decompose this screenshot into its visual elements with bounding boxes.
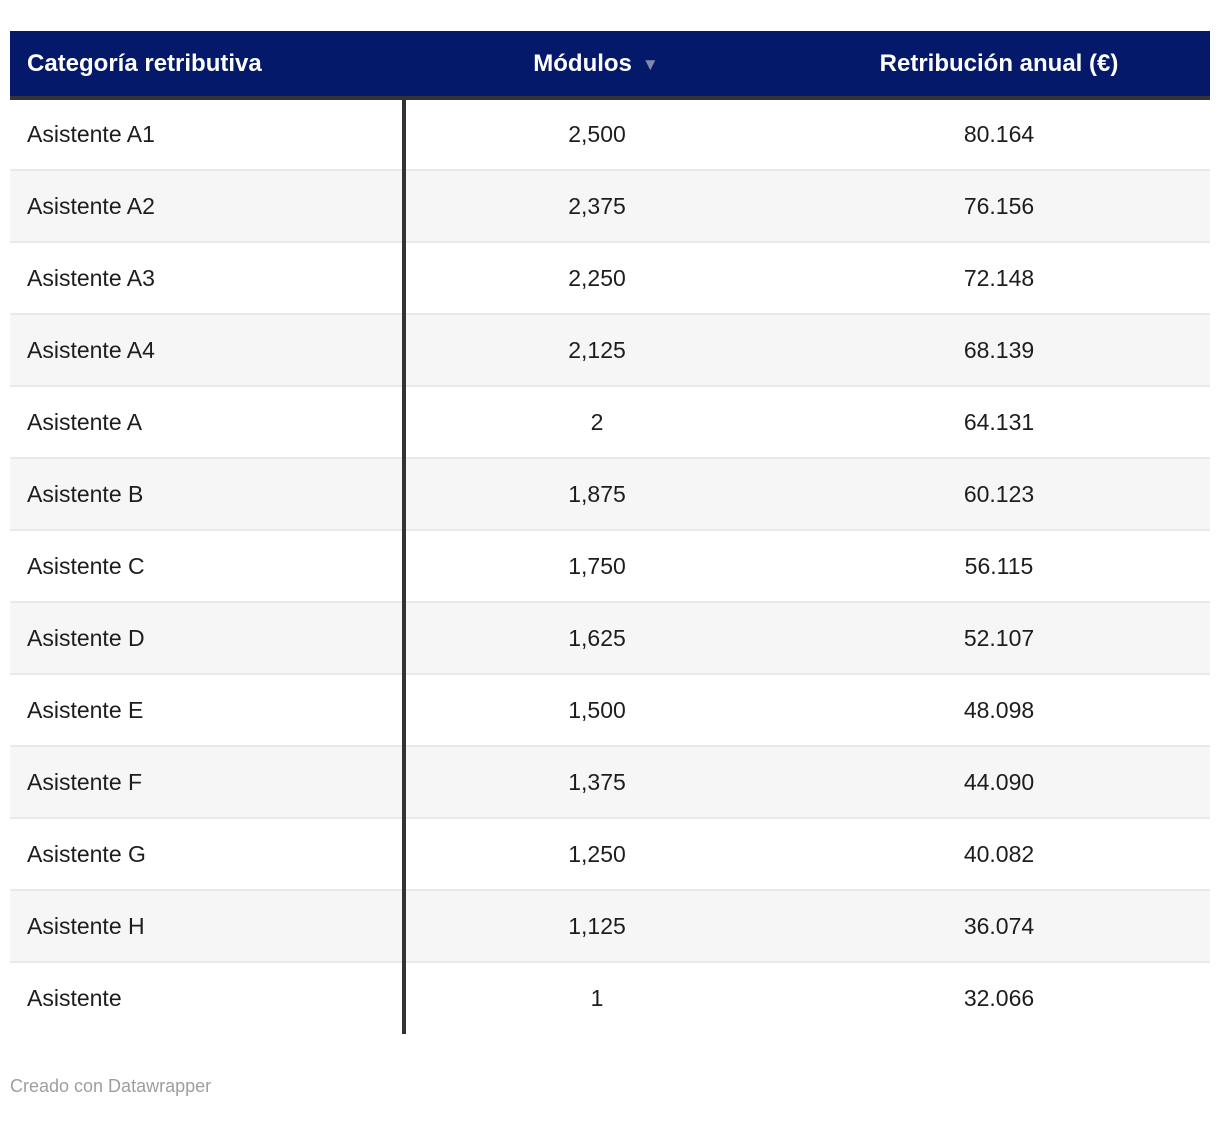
table-row: Asistente G 1,250 40.082 <box>10 817 1210 890</box>
cell-modulos: 2 <box>404 385 788 458</box>
cell-modulos: 2,125 <box>404 313 788 386</box>
table-row: Asistente F 1,375 44.090 <box>10 745 1210 818</box>
cell-modulos: 2,500 <box>568 121 626 147</box>
datawrapper-credit-link[interactable]: Creado con Datawrapper <box>10 1076 212 1096</box>
cell-retribucion: 72.148 <box>788 241 1210 314</box>
column-header-retribucion[interactable]: Retribución anual (€) <box>788 31 1210 100</box>
table-row: Asistente A 2 64.131 <box>10 385 1210 458</box>
table-row: Asistente A4 2,125 68.139 <box>10 313 1210 386</box>
cell-categoria: Asistente E <box>10 673 406 746</box>
cell-retribucion: 60.123 <box>788 457 1210 530</box>
cell-categoria: Asistente <box>10 961 406 1034</box>
cell-categoria: Asistente C <box>10 529 406 602</box>
cell-categoria: Asistente A2 <box>10 169 406 242</box>
cell-modulos: 1,375 <box>404 745 788 818</box>
cell-modulos: 2,250 <box>404 241 788 314</box>
table-row: Asistente H 1,125 36.074 <box>10 889 1210 962</box>
table-row: Asistente A2 2,375 76.156 <box>10 169 1210 242</box>
table-row: Asistente A3 2,250 72.148 <box>10 241 1210 314</box>
cell-modulos: 1,250 <box>404 817 788 890</box>
cell-modulos: 1,500 <box>404 673 788 746</box>
cell-categoria: Asistente A4 <box>10 313 406 386</box>
cell-retribucion: 40.082 <box>788 817 1210 890</box>
cell-categoria: Asistente A3 <box>10 241 406 314</box>
cell-categoria: Asistente F <box>10 745 406 818</box>
column-header-categoria[interactable]: Categoría retributiva <box>10 31 404 100</box>
datawrapper-table: Categoría retributiva Módulos ▼ Retribuci… <box>10 31 1210 1096</box>
cell-categoria: Asistente G <box>10 817 406 890</box>
cell-retribucion: 44.090 <box>788 745 1210 818</box>
cell-modulos: 1 <box>404 961 788 1034</box>
cell-retribucion: 76.156 <box>788 169 1210 242</box>
cell-modulos: 2,375 <box>404 169 788 242</box>
cell-retribucion: 80.164 <box>963 121 1035 147</box>
cell-retribucion: 52.107 <box>788 601 1210 674</box>
table-row: Asistente D 1,625 52.107 <box>10 601 1210 674</box>
cell-categoria: Asistente B <box>10 457 406 530</box>
cell-retribucion: 36.074 <box>788 889 1210 962</box>
cell-retribucion: 32.066 <box>788 961 1210 1034</box>
cell-categoria: Asistente H <box>10 889 406 962</box>
table-row: Asistente C 1,750 56.115 <box>10 529 1210 602</box>
table-row: Asistente 1 32.066 <box>10 961 1210 1034</box>
cell-modulos: 1,625 <box>404 601 788 674</box>
cell-retribucion: 64.131 <box>788 385 1210 458</box>
data-table: Categoría retributiva Módulos ▼ Retribuci… <box>10 31 1210 1034</box>
column-header-categoria-label: Categoría retributiva <box>27 49 262 77</box>
cell-retribucion: 56.115 <box>788 529 1210 602</box>
cell-retribucion: 48.098 <box>788 673 1210 746</box>
table-row: Asistente A1 2,500 80.164 <box>10 98 1210 170</box>
table-row: Asistente B 1,875 60.123 <box>10 457 1210 530</box>
cell-categoria: Asistente A <box>10 385 406 458</box>
cell-retribucion: 68.139 <box>788 313 1210 386</box>
cell-categoria: Asistente A1 <box>10 98 406 170</box>
header-row: Categoría retributiva Módulos ▼ Retribuci… <box>10 31 1210 100</box>
cell-modulos: 1,750 <box>404 529 788 602</box>
sort-desc-icon: ▼ <box>641 54 659 74</box>
column-header-modulos[interactable]: Módulos ▼ <box>404 31 788 100</box>
table-row: Asistente E 1,500 48.098 <box>10 673 1210 746</box>
column-header-retribucion-label: Retribución anual (€) <box>879 49 1119 77</box>
column-header-modulos-label: Módulos <box>533 49 632 77</box>
cell-modulos: 1,875 <box>404 457 788 530</box>
table-body: Asistente A1 2,500 80.164 Asistente A2 2,375… <box>10 98 1210 1034</box>
cell-categoria: Asistente D <box>10 601 406 674</box>
cell-modulos: 1,125 <box>404 889 788 962</box>
